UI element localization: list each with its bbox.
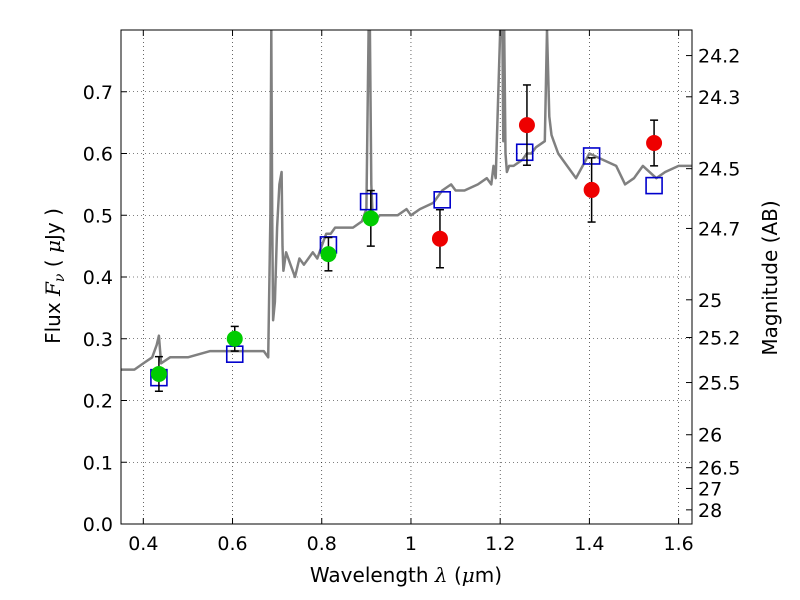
axis-ticks: 0.4 0.6 0.8 1 1.2 1.4 1.6 0.0 0.1 0.2 0.3 0.4 0.5 0.6… (83, 30, 740, 555)
model-photometry-square (645, 176, 663, 195)
magnitude-tick-label: 24.5 (698, 159, 740, 181)
observed-photometry-point (150, 365, 167, 382)
observed-photometry-point (646, 135, 663, 152)
x-axis-label: Wavelength λ (μm) (310, 563, 502, 587)
y-tick-label: 0.0 (83, 514, 113, 536)
y-axis-label: Flux Fν ( μJy ) (41, 208, 68, 344)
x-tick-label: 1.4 (574, 533, 604, 555)
model-photometry-square (515, 143, 534, 162)
x-tick-label: 0.4 (128, 533, 158, 555)
magnitude-tick-label: 24.3 (698, 87, 740, 109)
y-tick-label: 0.6 (83, 144, 113, 166)
observed-photometry-point (518, 117, 535, 134)
x-tick-label: 1.6 (664, 533, 694, 555)
magnitude-tick-label: 27 (698, 478, 722, 500)
y-tick-label: 0.1 (83, 452, 113, 474)
x-tick-label: 1.2 (485, 533, 515, 555)
model-photometry-square (433, 191, 451, 209)
series-group (121, 30, 692, 392)
magnitude-tick-label: 25.5 (698, 373, 740, 395)
y-tick-label: 0.4 (83, 267, 113, 289)
y-tick-label: 0.5 (83, 205, 113, 227)
x-tick-label: 0.6 (217, 533, 247, 555)
magnitude-tick-label: 24.2 (698, 46, 740, 68)
observed-photometry-point (431, 230, 448, 247)
observed-photometry-point (583, 181, 600, 198)
observed-photometry-point (226, 330, 243, 347)
plot-frame (120, 29, 693, 525)
y-tick-label: 0.3 (83, 329, 113, 351)
magnitude-tick-label: 26.5 (698, 458, 740, 480)
magnitude-tick-label: 24.7 (698, 218, 740, 240)
gridlines (121, 30, 692, 524)
magnitude-tick-label: 28 (698, 500, 722, 522)
observed-photometry-point (362, 210, 379, 227)
model-photometry-square (359, 192, 378, 211)
y-tick-label: 0.2 (83, 391, 113, 413)
magnitude-tick-label: 26 (698, 425, 722, 447)
plot-area (121, 30, 692, 392)
model-spectrum-line (121, 30, 692, 371)
magnitude-tick-label: 25 (698, 290, 722, 312)
x-tick-label: 0.8 (307, 533, 337, 555)
y-tick-label: 0.7 (83, 82, 113, 104)
right-axis-label: Magnitude (AB) (758, 200, 782, 355)
observed-photometry-point (320, 246, 337, 263)
magnitude-tick-label: 25.2 (698, 328, 740, 350)
x-tick-label: 1 (405, 533, 417, 555)
